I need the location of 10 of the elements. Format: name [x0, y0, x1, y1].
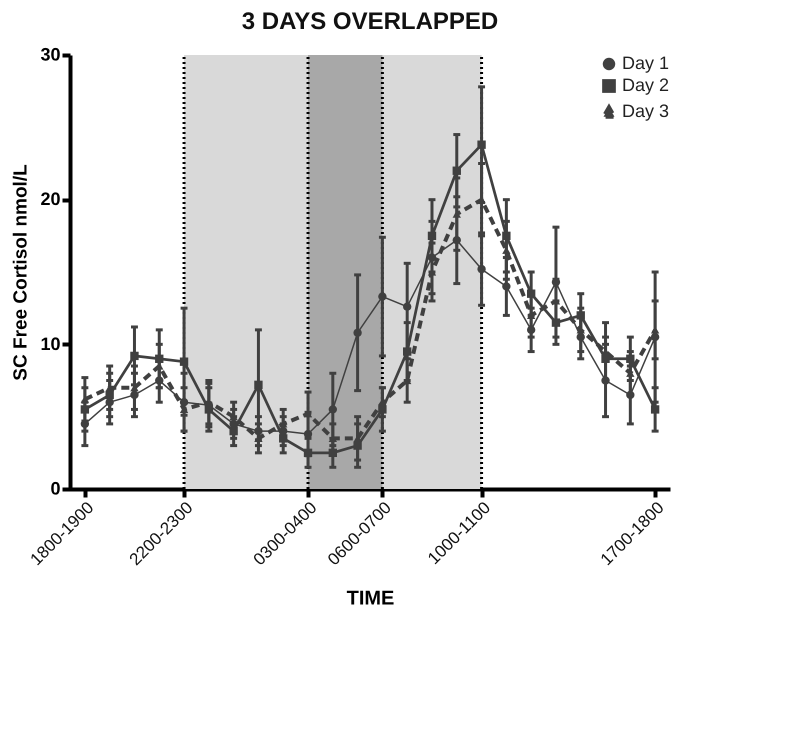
x-axis-title: TIME — [346, 587, 394, 610]
legend-label: Day 1 — [622, 53, 670, 73]
legend-label: Day 3 — [622, 101, 670, 121]
y-tick-label: 20 — [40, 189, 60, 210]
y-axis-title: SC Free Cortisol nmol/L — [10, 164, 32, 381]
legend-label: Day 2 — [622, 75, 670, 95]
y-tick-label: 0 — [50, 478, 60, 498]
chart-title: 3 DAYS OVERLAPPED — [242, 8, 498, 35]
y-tick-label: 10 — [40, 334, 60, 354]
y-tick-label: 30 — [40, 44, 60, 64]
